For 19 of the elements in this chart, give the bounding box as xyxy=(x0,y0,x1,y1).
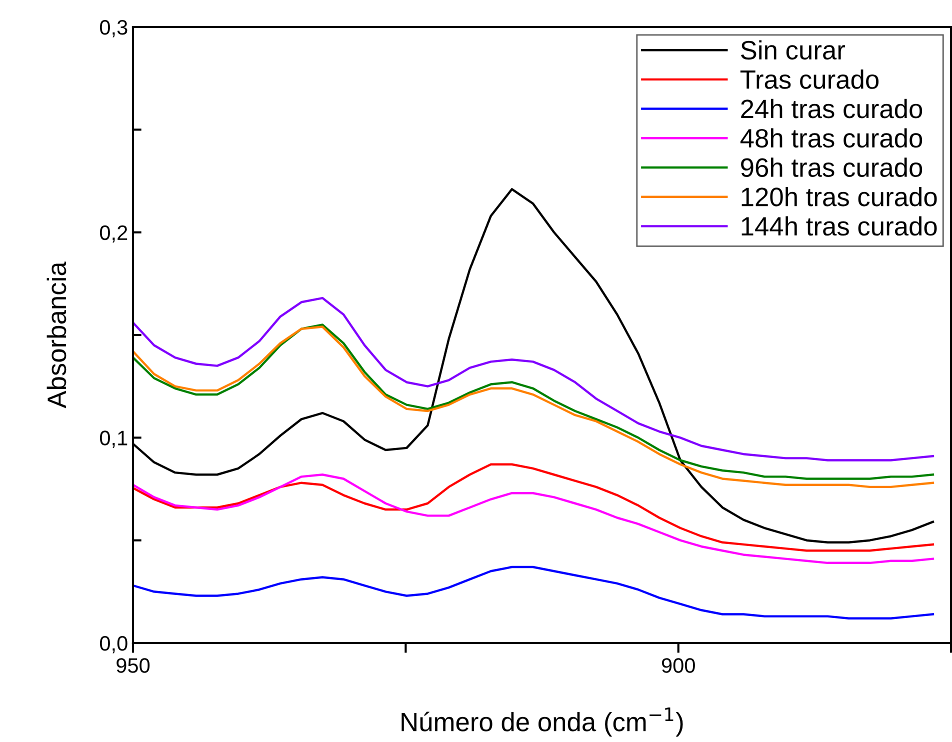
line-series xyxy=(133,474,934,564)
y-axis-title: Absorbancia xyxy=(46,262,66,408)
legend-label: 120h tras curado xyxy=(742,186,937,206)
legend-label: 144h tras curado xyxy=(742,216,937,236)
y-tick-label: 0,2 xyxy=(100,225,128,243)
legend-label: 24h tras curado xyxy=(741,98,922,118)
x-tick-label: 950 xyxy=(116,658,150,673)
legend-label: Tras curado xyxy=(740,70,879,89)
y-tick-label: 0,0 xyxy=(100,636,128,654)
legend-label: 48h tras curado xyxy=(740,128,922,148)
line-series xyxy=(133,296,934,462)
line-series xyxy=(133,463,934,552)
legend-label: Sin curar xyxy=(741,40,845,60)
y-tick-label: 0,1 xyxy=(100,430,128,448)
x-tick-label: 900 xyxy=(662,658,695,673)
y-tick-label: 0,3 xyxy=(100,20,128,38)
line-series xyxy=(133,566,934,620)
x-axis-title: Número de onda (cm$^{−1}$) xyxy=(402,708,683,737)
legend-label: 96h tras curado xyxy=(741,158,922,177)
